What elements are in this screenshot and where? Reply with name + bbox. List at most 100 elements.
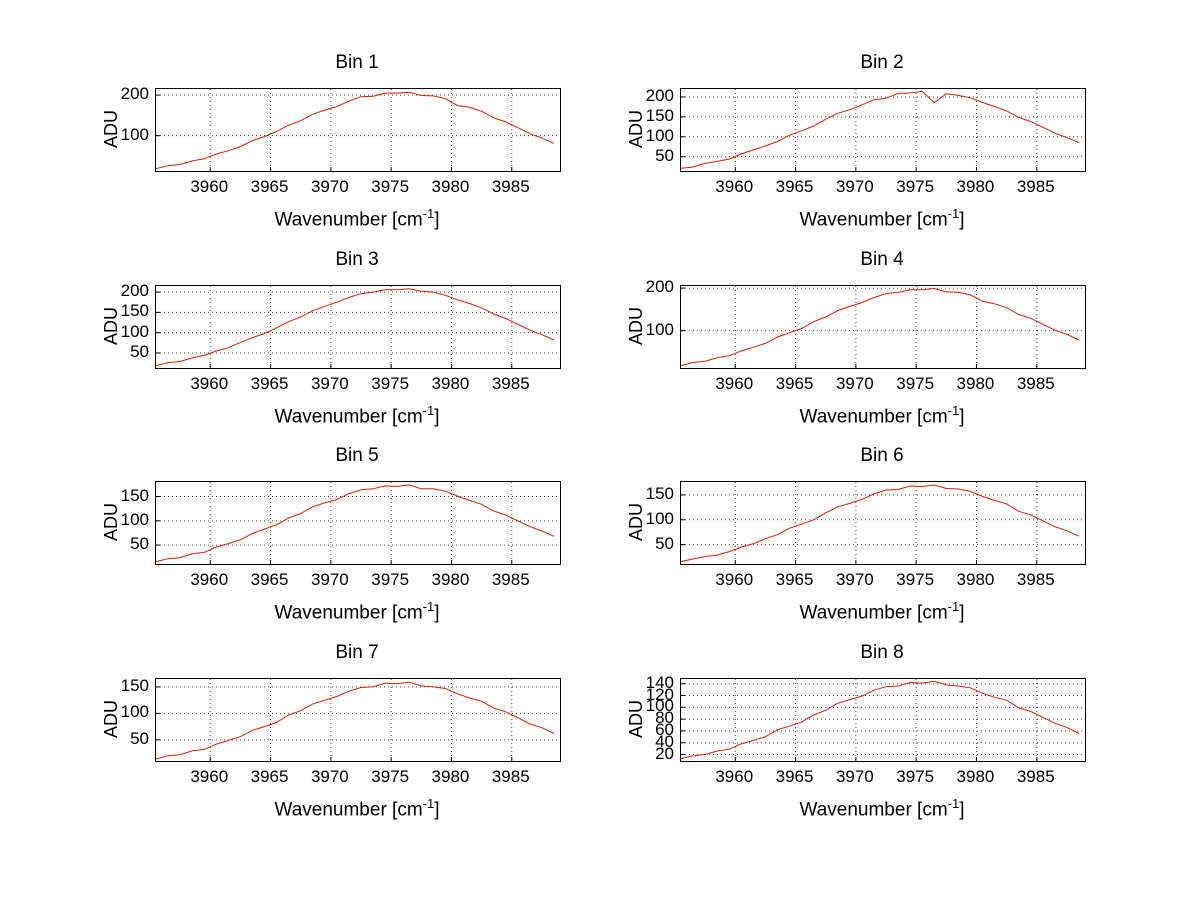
x-axis-label-bracket: ] — [959, 406, 965, 428]
spectrum-plot — [156, 286, 560, 368]
y-tick-label: 20 — [655, 743, 674, 763]
x-tick-label: 3980 — [956, 767, 995, 786]
x-tick-label: 3980 — [956, 570, 995, 589]
x-tick-label: 3980 — [431, 767, 470, 786]
x-axis-label-bracket: ] — [434, 406, 440, 428]
x-tick-label: 3965 — [250, 570, 289, 589]
x-axis-label-bracket: ] — [434, 602, 440, 624]
y-tick-label: 50 — [655, 533, 674, 553]
spectrum-plot — [681, 89, 1085, 171]
spectrum-line — [156, 484, 555, 563]
y-tick-label: 100 — [645, 125, 674, 145]
y-tick-label: 100 — [645, 508, 674, 528]
x-tick-label: 3985 — [1016, 177, 1055, 196]
y-tick-label: 140 — [645, 672, 674, 692]
spectrum-line — [681, 680, 1080, 760]
spectrum-plot — [681, 482, 1085, 564]
y-tick-label: 100 — [120, 702, 149, 722]
x-tick-label: 3970 — [835, 767, 874, 786]
y-tick-label: 60 — [655, 719, 674, 739]
x-axis-label-text: Wavenumber [cm — [799, 406, 948, 428]
subplot-bin-1: Bin 1 ADU Wavenumber [cm-1] 3960 3965 3970… — [98, 44, 618, 241]
subplot-bin-4: Bin 4 ADU Wavenumber [cm-1] 3960 3965 3970… — [623, 241, 1143, 438]
x-tick-label: 3975 — [896, 767, 935, 786]
x-tick-label: 3985 — [491, 570, 530, 589]
x-tick-label: 3960 — [190, 177, 229, 196]
y-tick-label: 40 — [655, 731, 674, 751]
x-tick-label: 3970 — [310, 177, 349, 196]
spectrum-line — [156, 681, 555, 760]
x-axis-label-text: Wavenumber [cm — [274, 799, 423, 821]
y-tick-label: 150 — [120, 301, 149, 321]
x-tick-label: 3960 — [190, 570, 229, 589]
x-axis-label: Wavenumber [cm-1] — [155, 599, 559, 624]
x-tick-label: 3970 — [835, 374, 874, 393]
x-axis-label-text: Wavenumber [cm — [799, 799, 948, 821]
x-axis-label-bracket: ] — [959, 209, 965, 231]
spectrum-plot — [156, 482, 560, 564]
subplot-bin-3: Bin 3 ADU Wavenumber [cm-1] 3960 3965 3970… — [98, 241, 618, 438]
x-tick-label: 3975 — [371, 374, 410, 393]
spectrum-line — [681, 484, 1080, 562]
plot-area — [155, 481, 561, 565]
y-tick-label: 50 — [130, 728, 149, 748]
x-axis-label-text: Wavenumber [cm — [274, 602, 423, 624]
x-axis-label-exponent: -1 — [422, 206, 435, 221]
x-axis-label: Wavenumber [cm-1] — [155, 206, 559, 231]
spectrum-plot — [681, 679, 1085, 761]
plot-title: Bin 2 — [860, 52, 904, 73]
spectrum-plot — [681, 286, 1085, 368]
subplot-bin-5: Bin 5 ADU Wavenumber [cm-1] 3960 3965 3970… — [98, 437, 618, 634]
x-tick-label: 3965 — [250, 374, 289, 393]
plot-area — [680, 678, 1086, 762]
x-tick-label: 3980 — [956, 374, 995, 393]
x-tick-label: 3975 — [896, 374, 935, 393]
y-tick-label: 100 — [120, 124, 149, 144]
y-tick-label: 200 — [645, 277, 674, 297]
x-tick-label: 3960 — [715, 767, 754, 786]
x-axis-label-bracket: ] — [959, 799, 965, 821]
x-tick-label: 3975 — [371, 177, 410, 196]
y-tick-label: 100 — [645, 696, 674, 716]
plot-title: Bin 6 — [860, 445, 904, 466]
x-tick-label: 3985 — [491, 177, 530, 196]
x-tick-label: 3960 — [190, 767, 229, 786]
spectrum-plot — [156, 679, 560, 761]
x-tick-label: 3985 — [1016, 570, 1055, 589]
plot-title: Bin 3 — [335, 249, 379, 270]
x-tick-label: 3960 — [190, 374, 229, 393]
y-tick-label: 50 — [130, 341, 149, 361]
x-tick-label: 3980 — [956, 177, 995, 196]
x-tick-label: 3980 — [431, 177, 470, 196]
x-axis-label: Wavenumber [cm-1] — [680, 206, 1084, 231]
x-axis-label: Wavenumber [cm-1] — [155, 403, 559, 428]
y-tick-label: 120 — [645, 684, 674, 704]
spectrum-line — [156, 91, 555, 170]
y-tick-label: 150 — [645, 105, 674, 125]
x-tick-label: 3985 — [491, 374, 530, 393]
x-axis-label-exponent: -1 — [422, 599, 435, 614]
x-axis-label-exponent: -1 — [947, 403, 960, 418]
y-tick-label: 150 — [120, 485, 149, 505]
x-tick-label: 3970 — [310, 767, 349, 786]
x-tick-label: 3965 — [250, 767, 289, 786]
x-axis-label-bracket: ] — [434, 209, 440, 231]
y-tick-label: 200 — [120, 84, 149, 104]
plot-area — [155, 88, 561, 172]
x-axis-label: Wavenumber [cm-1] — [680, 599, 1084, 624]
y-tick-label: 100 — [120, 321, 149, 341]
x-tick-label: 3970 — [310, 374, 349, 393]
x-tick-label: 3970 — [310, 570, 349, 589]
x-axis-label: Wavenumber [cm-1] — [155, 796, 559, 821]
x-tick-label: 3965 — [775, 374, 814, 393]
plot-area — [155, 285, 561, 369]
y-tick-label: 150 — [120, 675, 149, 695]
x-tick-label: 3965 — [775, 570, 814, 589]
x-axis-label-bracket: ] — [959, 602, 965, 624]
x-tick-label: 3960 — [715, 570, 754, 589]
x-tick-label: 3980 — [431, 570, 470, 589]
plot-title: Bin 5 — [335, 445, 379, 466]
x-axis-label-text: Wavenumber [cm — [799, 602, 948, 624]
x-tick-label: 3960 — [715, 374, 754, 393]
